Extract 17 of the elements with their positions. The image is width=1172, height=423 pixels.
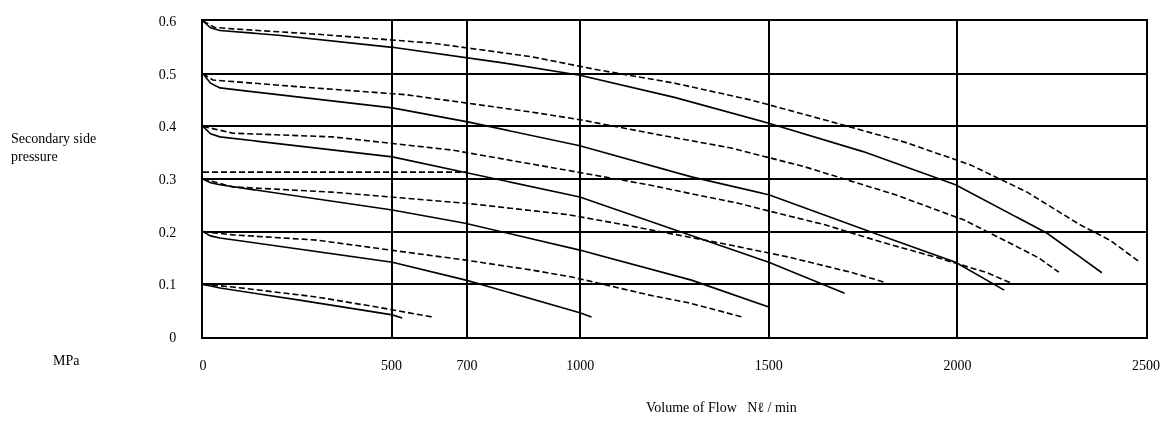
x-tick-label: 0 — [199, 357, 207, 373]
y-tick-label: 0.1 — [158, 277, 177, 293]
y-tick-label: 0.6 — [158, 13, 177, 29]
y-tick-label: 0.5 — [158, 66, 177, 82]
x-tick-label: 2500 — [1132, 357, 1160, 373]
text: MPa — [53, 353, 81, 368]
x-tick-label: 500 — [381, 357, 403, 373]
y-axis-title: Secondary side pressure — [11, 131, 97, 165]
x-axis-title: Volume of Flow Nℓ / min — [646, 400, 797, 415]
y-tick-label: 0.2 — [158, 224, 177, 240]
y-tick-label: 0.3 — [158, 171, 177, 187]
x-tick-label: 2000 — [943, 357, 972, 373]
y-tick-label: 0 — [169, 329, 177, 345]
x-tick-label: 700 — [456, 357, 478, 373]
x-tick-label: 1000 — [566, 357, 595, 373]
x-tick-label: 1500 — [754, 357, 783, 373]
y-tick-label: 0.4 — [158, 119, 177, 135]
